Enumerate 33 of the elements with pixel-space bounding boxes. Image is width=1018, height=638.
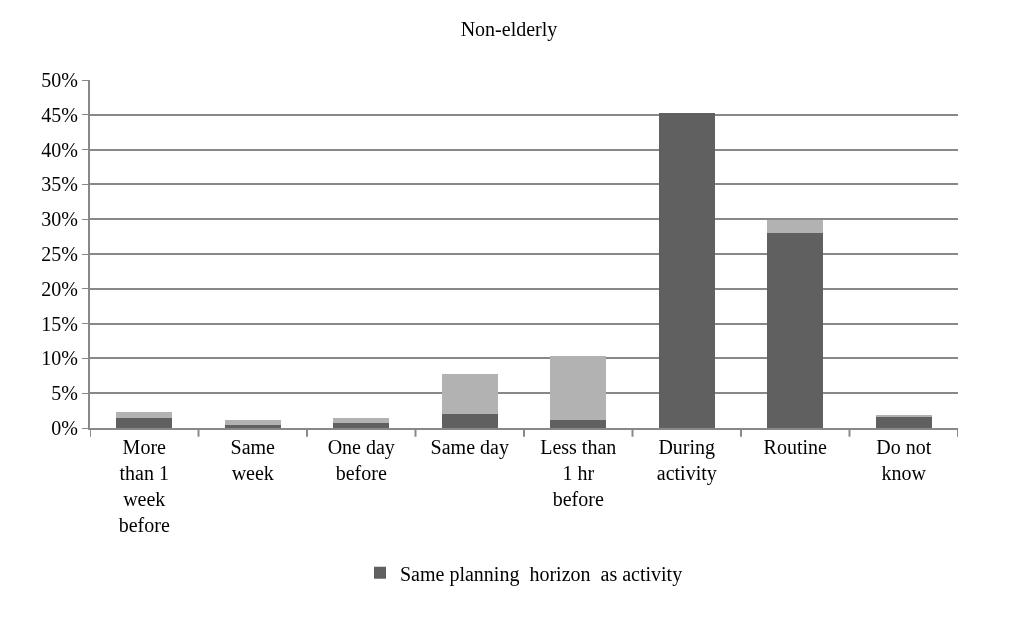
bar (875, 416, 932, 428)
y-tick-label: 25% (41, 243, 78, 265)
x-tick-label: Same week (230, 436, 276, 484)
x-tick-label: Routine (763, 436, 828, 458)
bar (658, 112, 715, 428)
bar (767, 219, 824, 234)
bar (441, 414, 498, 428)
y-tick-label: 0% (51, 417, 78, 439)
x-tick-label: Same day (430, 436, 509, 459)
y-tick-label: 45% (41, 103, 78, 126)
y-tick-label: 20% (41, 277, 78, 300)
y-tick-label: 30% (41, 208, 78, 231)
x-tick-label: More than 1 week before (118, 436, 170, 536)
x-tick-label: Do not know (876, 436, 932, 484)
y-tick-label: 15% (41, 312, 78, 335)
x-tick-label: Less than 1 hr before (540, 436, 617, 510)
bar (116, 417, 173, 428)
bar (333, 423, 390, 428)
bar (767, 233, 824, 428)
bar (224, 425, 281, 428)
y-tick-label: 35% (41, 173, 78, 196)
legend-label: Same planning horizon as activity (400, 562, 683, 586)
y-tick-label: 40% (41, 138, 78, 161)
bar (441, 374, 498, 415)
y-tick-label: 5% (51, 382, 78, 405)
y-tick-label: 10% (41, 347, 78, 370)
x-tick-label: One day before (327, 436, 395, 484)
x-tick-label: During activity (656, 436, 717, 485)
bar (116, 411, 173, 418)
bar (550, 356, 607, 420)
y-tick-label: 50% (41, 69, 78, 91)
chart-title: Non-elderly (460, 18, 558, 42)
bar (550, 419, 607, 428)
